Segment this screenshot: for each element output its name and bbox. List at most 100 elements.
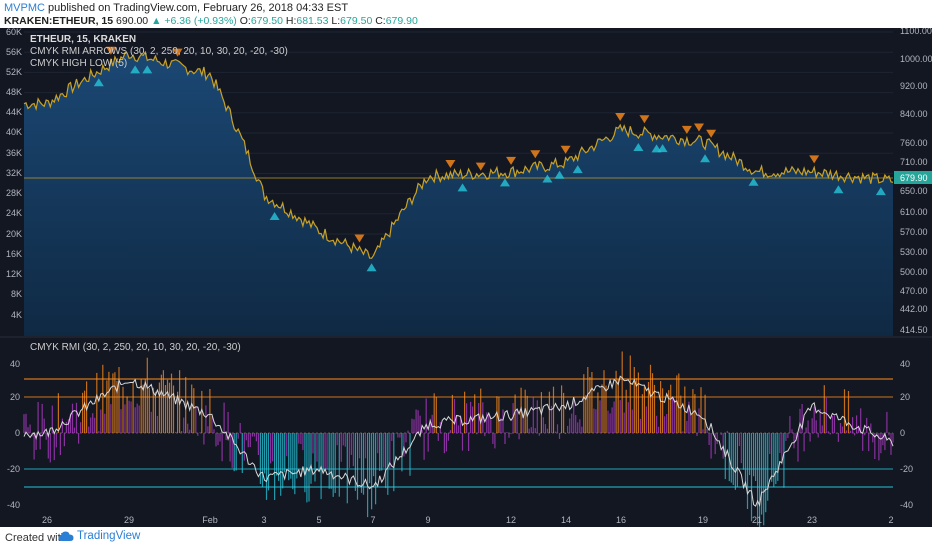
author-link[interactable]: MVPMC — [4, 2, 45, 14]
buy-arrow-icon — [833, 185, 844, 194]
time-label: 12 — [506, 515, 516, 525]
left-axis-label: 16K — [6, 249, 22, 259]
rmi-right-label: 0 — [900, 428, 905, 438]
header: MVPMC published on TradingView.com, Febr… — [0, 0, 932, 28]
rmi-legend: CMYK RMI (30, 2, 250, 20, 10, 30, 20, -2… — [30, 342, 241, 353]
rmi-right-axis: 40 20 0 -20 -40 — [900, 359, 913, 510]
sell-arrow-icon — [530, 150, 541, 159]
sell-arrow-icon — [639, 115, 650, 124]
time-label: 5 — [316, 515, 321, 525]
high-value: 681.53 — [296, 15, 329, 27]
close-label: C: — [375, 15, 386, 27]
main-legend-arrows: CMYK RMI ARROWS (30, 2, 250, 20, 10, 30,… — [30, 46, 288, 57]
buy-arrow-icon — [93, 78, 104, 87]
rmi-left-label: 20 — [10, 392, 20, 402]
price-badge-text: 679.90 — [900, 173, 928, 183]
low-label: L: — [331, 15, 341, 27]
rmi-arrows — [93, 46, 886, 272]
buy-arrow-icon — [633, 143, 644, 152]
time-label: Feb — [202, 515, 218, 525]
time-label: 3 — [261, 515, 266, 525]
rmi-right-label: 40 — [900, 359, 910, 369]
sell-arrow-icon — [809, 155, 820, 164]
ohlc-line: KRAKEN:ETHEUR, 15 690.00 ▲ +6.36 (+0.93%… — [4, 15, 418, 27]
sell-arrow-icon — [445, 160, 456, 169]
sell-arrow-icon — [354, 234, 365, 243]
buy-arrow-icon — [554, 170, 565, 179]
time-label: 9 — [425, 515, 430, 525]
left-axis-label: 48K — [6, 87, 22, 97]
left-axis-label: 20K — [6, 229, 22, 239]
buy-arrow-icon — [572, 165, 583, 174]
buy-arrow-icon — [269, 212, 280, 221]
time-label: 7 — [370, 515, 375, 525]
left-axis-label: 8K — [11, 289, 22, 299]
chart-svg[interactable]: ETHEUR, 15, KRAKEN CMYK RMI ARROWS (30, … — [0, 26, 932, 529]
symbol: KRAKEN:ETHEUR, 15 — [4, 15, 114, 27]
right-axis-label: 414.50 — [900, 325, 928, 335]
rmi-right-label: -20 — [900, 464, 913, 474]
rmi-left-axis: 40 20 0 -20 -40 — [7, 359, 20, 510]
cloud-icon — [58, 531, 74, 541]
buy-arrow-icon — [130, 65, 141, 74]
high-label: H: — [285, 15, 297, 27]
left-axis-label: 4K — [11, 310, 22, 320]
sell-arrow-icon — [172, 48, 183, 57]
left-axis-label: 32K — [6, 168, 22, 178]
time-axis: 26 29 Feb 3 5 7 9 12 14 16 19 21 23 2 — [42, 515, 894, 525]
open-label: O: — [239, 15, 251, 27]
right-axis-label: 470.00 — [900, 286, 928, 296]
left-axis-label: 40K — [6, 127, 22, 137]
left-axis-label: 24K — [6, 208, 22, 218]
sell-arrow-icon — [506, 156, 517, 165]
time-label: 14 — [561, 515, 571, 525]
time-label: 21 — [752, 515, 762, 525]
right-axis-label: 500.00 — [900, 267, 928, 277]
right-axis-label: 530.00 — [900, 247, 928, 257]
rmi-right-label: 20 — [900, 392, 910, 402]
time-label: 2 — [888, 515, 893, 525]
sell-arrow-icon — [615, 113, 626, 122]
right-axis-label: 710.00 — [900, 157, 928, 167]
rmi-levels — [24, 378, 893, 488]
sell-arrow-icon — [681, 125, 692, 134]
buy-arrow-icon — [748, 177, 759, 186]
buy-arrow-icon — [366, 263, 377, 272]
left-axis-label: 44K — [6, 107, 22, 117]
tradingview-brand: TradingView — [77, 530, 141, 543]
sell-arrow-icon — [560, 145, 571, 154]
close-value: 679.90 — [385, 15, 418, 27]
left-axis-label: 12K — [6, 269, 22, 279]
chart-area[interactable]: ETHEUR, 15, KRAKEN CMYK RMI ARROWS (30, … — [0, 26, 932, 529]
left-axis-label: 52K — [6, 67, 22, 77]
sell-arrow-icon — [693, 123, 704, 132]
rmi-line — [23, 375, 894, 508]
buy-arrow-icon — [657, 144, 668, 153]
rmi-left-label: -20 — [7, 464, 20, 474]
tradingview-logo-link[interactable]: TradingView — [58, 530, 140, 542]
rmi-right-label: -40 — [900, 500, 913, 510]
buy-arrow-icon — [457, 183, 468, 192]
right-axis-label: 1100.00 — [900, 28, 932, 36]
right-axis-label: 1000.00 — [900, 54, 932, 64]
buy-arrow-icon — [700, 154, 711, 163]
up-arrow-icon: ▲ — [151, 15, 162, 27]
rmi-left-label: 40 — [10, 359, 20, 369]
buy-arrow-icon — [499, 178, 510, 187]
price-badge — [894, 171, 932, 184]
left-axis-label: 56K — [6, 47, 22, 57]
right-price-axis: 1100.00 1000.00 920.00 840.00 760.00 710… — [900, 26, 932, 335]
right-axis-label: 650.00 — [900, 186, 928, 196]
buy-arrow-icon — [542, 174, 553, 183]
sell-arrow-icon — [475, 162, 486, 171]
right-axis-label: 442.00 — [900, 304, 928, 314]
left-price-axis: 60K 56K 52K 48K 44K 40K 36K 32K 28K 24K … — [6, 27, 22, 320]
time-label: 23 — [807, 515, 817, 525]
buy-arrow-icon — [142, 65, 153, 74]
rmi-left-label: -40 — [7, 500, 20, 510]
created-with-text: Created with — [5, 532, 67, 544]
price-change: +6.36 (+0.93%) — [164, 15, 237, 27]
time-label: 26 — [42, 515, 52, 525]
price-line — [23, 50, 894, 259]
left-axis-label: 60K — [6, 28, 22, 37]
